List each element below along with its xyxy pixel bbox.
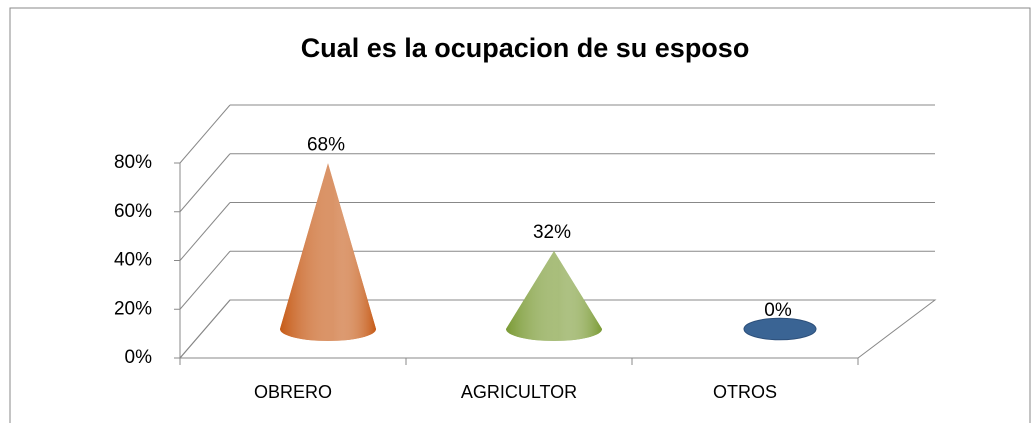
grid-line [179,250,231,310]
grid-line [179,202,231,261]
chart-frame [9,7,1031,423]
value-label: 32% [533,222,571,243]
cone-shade [280,163,376,341]
cone-base [743,317,817,341]
cone [280,163,376,341]
y-tick-label: 0% [125,347,153,368]
cone [506,251,602,341]
grid-line [179,299,231,359]
chart-title: Cual es la ocupacion de su esposo [301,33,750,63]
value-label: 0% [764,300,792,321]
grid-line [179,104,231,164]
x-tick-label: OBRERO [254,382,332,402]
cone [743,317,817,341]
y-tick-label: 60% [114,201,152,222]
x-tick-label: AGRICULTOR [461,382,577,402]
y-tick-label: 20% [114,298,152,319]
grid-line [179,153,231,213]
value-label: 68% [307,134,345,155]
cone-shade [506,251,602,341]
x-tick-label: OTROS [713,382,777,402]
y-tick-label: 40% [114,250,152,271]
y-tick-label: 80% [114,152,152,173]
